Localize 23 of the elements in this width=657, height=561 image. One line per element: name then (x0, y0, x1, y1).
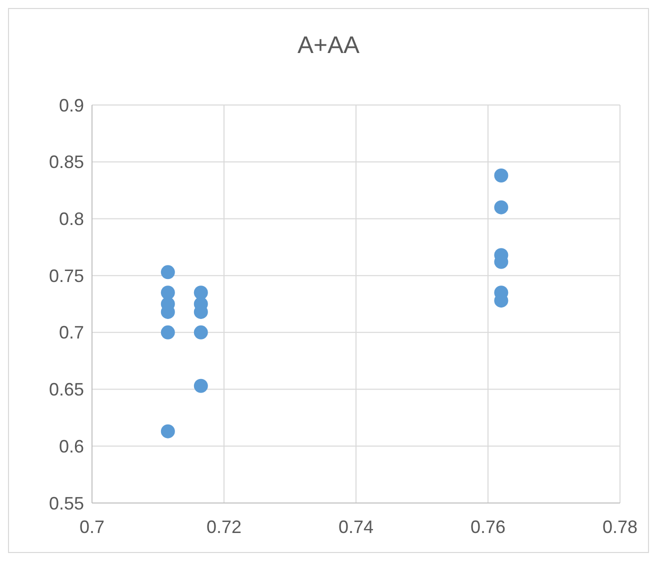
point (160, 286, 175, 300)
x-tick-label: 0.7 (79, 517, 105, 537)
point (194, 325, 208, 340)
chart-title: A+AA (297, 32, 360, 59)
x-tick-label: 0.72 (206, 517, 242, 537)
point (160, 325, 175, 340)
point (494, 200, 508, 214)
x-tick-label: 0.74 (338, 517, 374, 537)
y-tick-label: 0.8 (58, 209, 84, 230)
y-tick-label: 0.75 (48, 266, 84, 286)
point (494, 168, 508, 183)
y-tick-label: 0.9 (58, 95, 84, 116)
y-tick-label: 0.7 (58, 322, 84, 343)
point (194, 378, 208, 393)
x-tick-label: 0.76 (470, 517, 506, 537)
y-tick-label: 0.85 (48, 152, 84, 172)
point (160, 424, 175, 438)
y-tick-label: 0.65 (48, 380, 84, 400)
x-tick-label: 0.78 (602, 517, 638, 537)
point (160, 265, 175, 280)
point (194, 286, 208, 300)
y-tick-label: 0.6 (58, 436, 84, 456)
y-tick-label: 0.55 (48, 493, 84, 514)
